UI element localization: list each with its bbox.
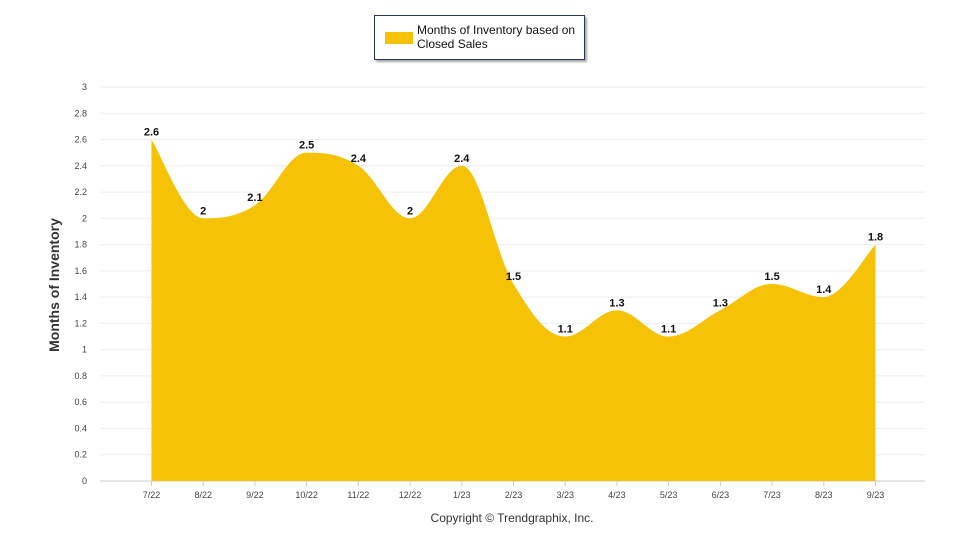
- x-tick-label: 7/22: [143, 490, 161, 500]
- data-label: 2: [200, 205, 206, 217]
- legend: Months of Inventory based on Closed Sale…: [374, 15, 585, 60]
- y-tick-label: 1.4: [74, 292, 87, 302]
- y-tick-label: 1.6: [74, 266, 87, 276]
- x-tick-label: 6/23: [712, 490, 730, 500]
- y-tick-label: 1: [82, 345, 87, 355]
- data-label: 2: [407, 205, 413, 217]
- y-axis-label: Months of Inventory: [46, 218, 62, 352]
- area-series: [151, 139, 876, 482]
- y-tick-label: 2.4: [74, 161, 87, 171]
- x-axis-ticks: 7/22 8/22 9/22 10/22 11/22 12/22 1/23 2/23 3/23 4…: [143, 481, 885, 500]
- x-tick-label: 12/22: [399, 490, 422, 500]
- data-label: 1.8: [868, 232, 883, 244]
- data-label: 2.4: [454, 153, 470, 165]
- x-tick-label: 8/22: [194, 490, 212, 500]
- y-tick-label: 0.6: [74, 397, 87, 407]
- x-tick-label: 7/23: [763, 490, 781, 500]
- data-label: 1.3: [609, 297, 624, 309]
- data-label: 2.1: [247, 192, 262, 204]
- data-label: 2.4: [351, 153, 367, 165]
- x-tick-label: 3/23: [556, 490, 574, 500]
- x-tick-label: 9/22: [246, 490, 264, 500]
- y-tick-label: 2.6: [74, 135, 87, 145]
- legend-label: Months of Inventory based on Closed Sale…: [417, 23, 576, 51]
- data-label: 1.5: [506, 271, 521, 283]
- x-tick-label: 10/22: [295, 490, 318, 500]
- data-label: 2.5: [299, 140, 314, 152]
- x-tick-label: 2/23: [505, 490, 523, 500]
- data-label: 1.1: [661, 324, 676, 336]
- area-fill: [151, 139, 876, 482]
- x-tick-label: 5/23: [660, 490, 678, 500]
- data-label: 1.5: [764, 271, 779, 283]
- y-tick-label: 2: [82, 213, 87, 223]
- y-tick-label: 0: [82, 476, 87, 486]
- copyright: Copyright © Trendgraphix, Inc.: [430, 511, 594, 525]
- y-tick-label: 2.2: [74, 187, 87, 197]
- legend-swatch: [385, 32, 413, 44]
- x-tick-label: 9/23: [867, 490, 885, 500]
- x-tick-label: 11/22: [347, 490, 369, 500]
- y-tick-label: 1.2: [74, 318, 87, 328]
- y-tick-label: 0.2: [74, 450, 87, 460]
- data-label: 1.1: [558, 324, 573, 336]
- x-tick-label: 8/23: [815, 490, 833, 500]
- y-tick-label: 2.8: [74, 108, 87, 118]
- y-tick-label: 0.8: [74, 371, 87, 381]
- y-axis-ticks: 0 0.2 0.4 0.6 0.8 1 1.2 1.4 1.6 1.8 2 2.2 2.4 2.6 2.8 3: [74, 82, 87, 486]
- data-labels: 2.6 2 2.1 2.5 2.4 2 2.4 1.5 1.1 1.3 1.1 1.3 1.5 1.4 1.…: [144, 127, 883, 336]
- x-tick-label: 4/23: [608, 490, 626, 500]
- y-tick-label: 1.8: [74, 240, 87, 250]
- data-label: 1.4: [816, 284, 832, 296]
- data-label: 2.6: [144, 127, 159, 139]
- y-tick-label: 3: [82, 82, 87, 92]
- x-tick-label: 1/23: [453, 490, 471, 500]
- data-label: 1.3: [713, 297, 728, 309]
- y-tick-label: 0.4: [74, 423, 87, 433]
